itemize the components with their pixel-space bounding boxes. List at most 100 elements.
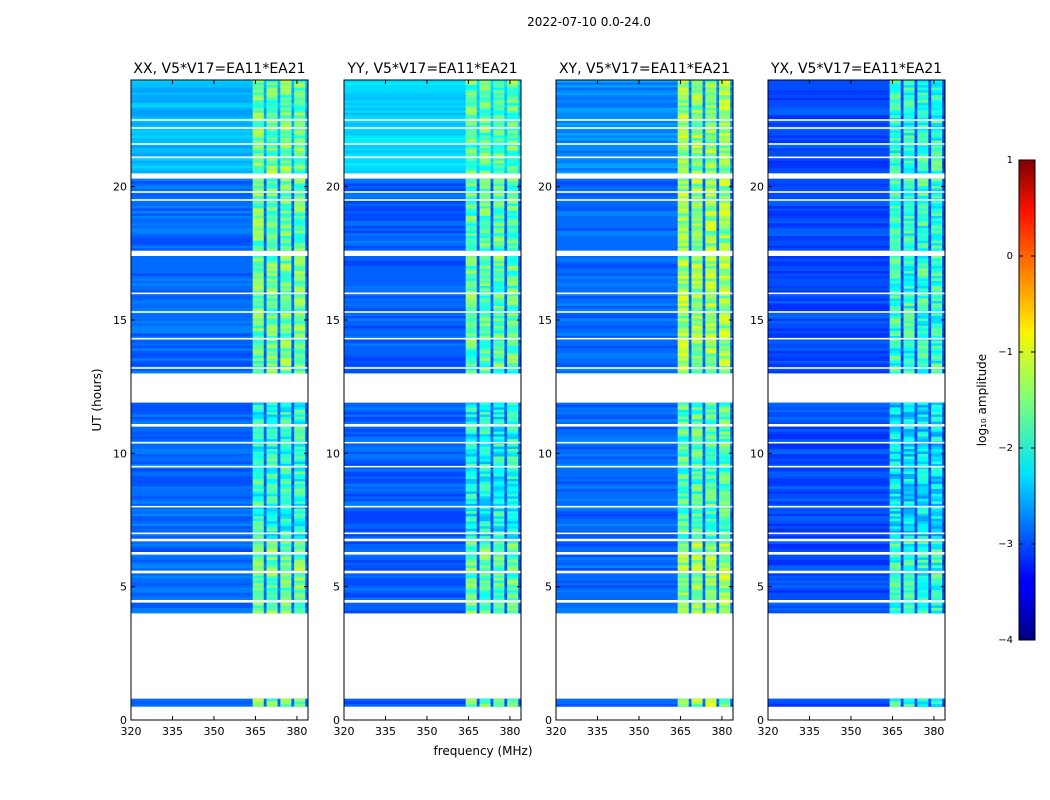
- rfi-band-cell: [493, 557, 505, 561]
- data-streak: [768, 135, 945, 139]
- rfi-band-cell: [931, 526, 943, 530]
- rfi-band-cell: [903, 459, 915, 462]
- rfi-band-cell: [465, 409, 477, 413]
- rfi-band-cell: [691, 439, 703, 442]
- data-streak: [344, 220, 521, 224]
- rfi-band-cell: [705, 208, 717, 212]
- rfi-band-cell: [493, 605, 505, 609]
- rfi-band-cell: [677, 245, 689, 249]
- rfi-band-cell: [252, 298, 264, 302]
- data-streak: [344, 528, 521, 532]
- rfi-band-cell: [917, 308, 929, 312]
- rfi-band-cell: [252, 439, 264, 442]
- rfi-band-cell: [280, 409, 292, 413]
- rfi-band-cell: [677, 265, 689, 269]
- rfi-band-cell: [280, 323, 292, 327]
- rfi-band-cell: [677, 597, 689, 601]
- rfi-band-cell: [479, 275, 491, 279]
- rfi-band-cell: [719, 528, 731, 532]
- rfi-band-cell: [903, 511, 915, 515]
- rfi-band-cell: [465, 248, 477, 251]
- rfi-band-cell: [931, 431, 943, 435]
- rfi-band-cell: [465, 402, 477, 406]
- rfi-band-cell: [691, 145, 703, 149]
- rfi-band-cell: [479, 256, 491, 259]
- rfi-band-cell: [719, 308, 731, 312]
- rfi-band-cell: [479, 258, 491, 262]
- rfi-band-cell: [465, 587, 477, 591]
- rfi-band-cell: [705, 138, 717, 141]
- rfi-band-cell: [691, 273, 703, 277]
- rfi-band-cell: [252, 333, 264, 337]
- rfi-band-cell: [479, 436, 491, 440]
- rfi-band-cell: [493, 315, 505, 319]
- rfi-band-cell: [465, 476, 477, 480]
- rfi-band-cell: [719, 473, 731, 477]
- rfi-band-cell: [280, 170, 292, 174]
- rfi-band-cell: [266, 280, 278, 284]
- data-streak: [344, 439, 521, 442]
- rfi-band-cell: [266, 348, 278, 352]
- rfi-band-cell: [705, 493, 717, 497]
- rfi-band-cell: [266, 496, 278, 500]
- rfi-band-cell: [280, 92, 292, 96]
- rfi-band-cell: [294, 270, 306, 274]
- rfi-band-cell: [691, 243, 703, 247]
- rfi-band-cell: [294, 181, 306, 184]
- rfi-band-cell: [677, 235, 689, 239]
- rfi-band-cell: [465, 210, 477, 214]
- rfi-band-cell: [889, 290, 901, 294]
- flagged-line: [344, 465, 521, 468]
- flagged-line: [131, 119, 308, 121]
- rfi-band-cell: [294, 402, 306, 406]
- rfi-band-cell: [294, 419, 306, 422]
- rfi-band-cell: [705, 240, 717, 244]
- rfi-band-cell: [705, 508, 717, 512]
- rfi-band-cell: [931, 325, 943, 329]
- rfi-band-cell: [903, 323, 915, 327]
- rfi-band-cell: [493, 268, 505, 272]
- rfi-band-cell: [889, 444, 901, 447]
- rfi-band-cell: [252, 303, 264, 307]
- rfi-band-cell: [677, 698, 689, 702]
- x-tick-label: 350: [628, 725, 649, 738]
- rfi-band-cell: [507, 170, 519, 174]
- data-streak: [768, 215, 945, 219]
- rfi-band-cell: [677, 97, 689, 101]
- rfi-band-cell: [280, 193, 292, 197]
- rfi-band-cell: [889, 233, 901, 237]
- rfi-band-cell: [493, 188, 505, 192]
- rfi-band-cell: [465, 303, 477, 307]
- rfi-band-cell: [677, 471, 689, 475]
- rfi-band-cell: [931, 100, 943, 104]
- rfi-band-cell: [266, 360, 278, 364]
- rfi-band-cell: [294, 421, 306, 425]
- data-streak: [768, 220, 945, 224]
- rfi-band-cell: [719, 348, 731, 352]
- rfi-band-cell: [705, 220, 717, 224]
- rfi-band-cell: [691, 419, 703, 422]
- data-streak: [131, 110, 308, 113]
- rfi-band-cell: [677, 501, 689, 505]
- rfi-band-cell: [691, 446, 703, 450]
- rfi-band-cell: [719, 220, 731, 224]
- rfi-band-cell: [931, 263, 943, 267]
- rfi-band-cell: [903, 280, 915, 284]
- rfi-band-cell: [931, 523, 943, 527]
- data-streak: [556, 82, 733, 86]
- rfi-band-cell: [465, 345, 477, 349]
- rfi-band-cell: [903, 181, 915, 184]
- colorbar-tick-label: −4: [998, 635, 1013, 646]
- rfi-band-cell: [294, 290, 306, 294]
- data-streak: [768, 456, 945, 460]
- rfi-band-cell: [493, 218, 505, 222]
- rfi-band-cell: [903, 501, 915, 505]
- flagged-line: [344, 292, 521, 295]
- data-streak: [131, 478, 308, 482]
- rfi-band-cell: [931, 193, 943, 197]
- rfi-band-cell: [252, 85, 264, 88]
- rfi-band-cell: [705, 518, 717, 522]
- rfi-band-cell: [465, 493, 477, 497]
- rfi-band-cell: [917, 82, 929, 86]
- rfi-band-cell: [705, 313, 717, 317]
